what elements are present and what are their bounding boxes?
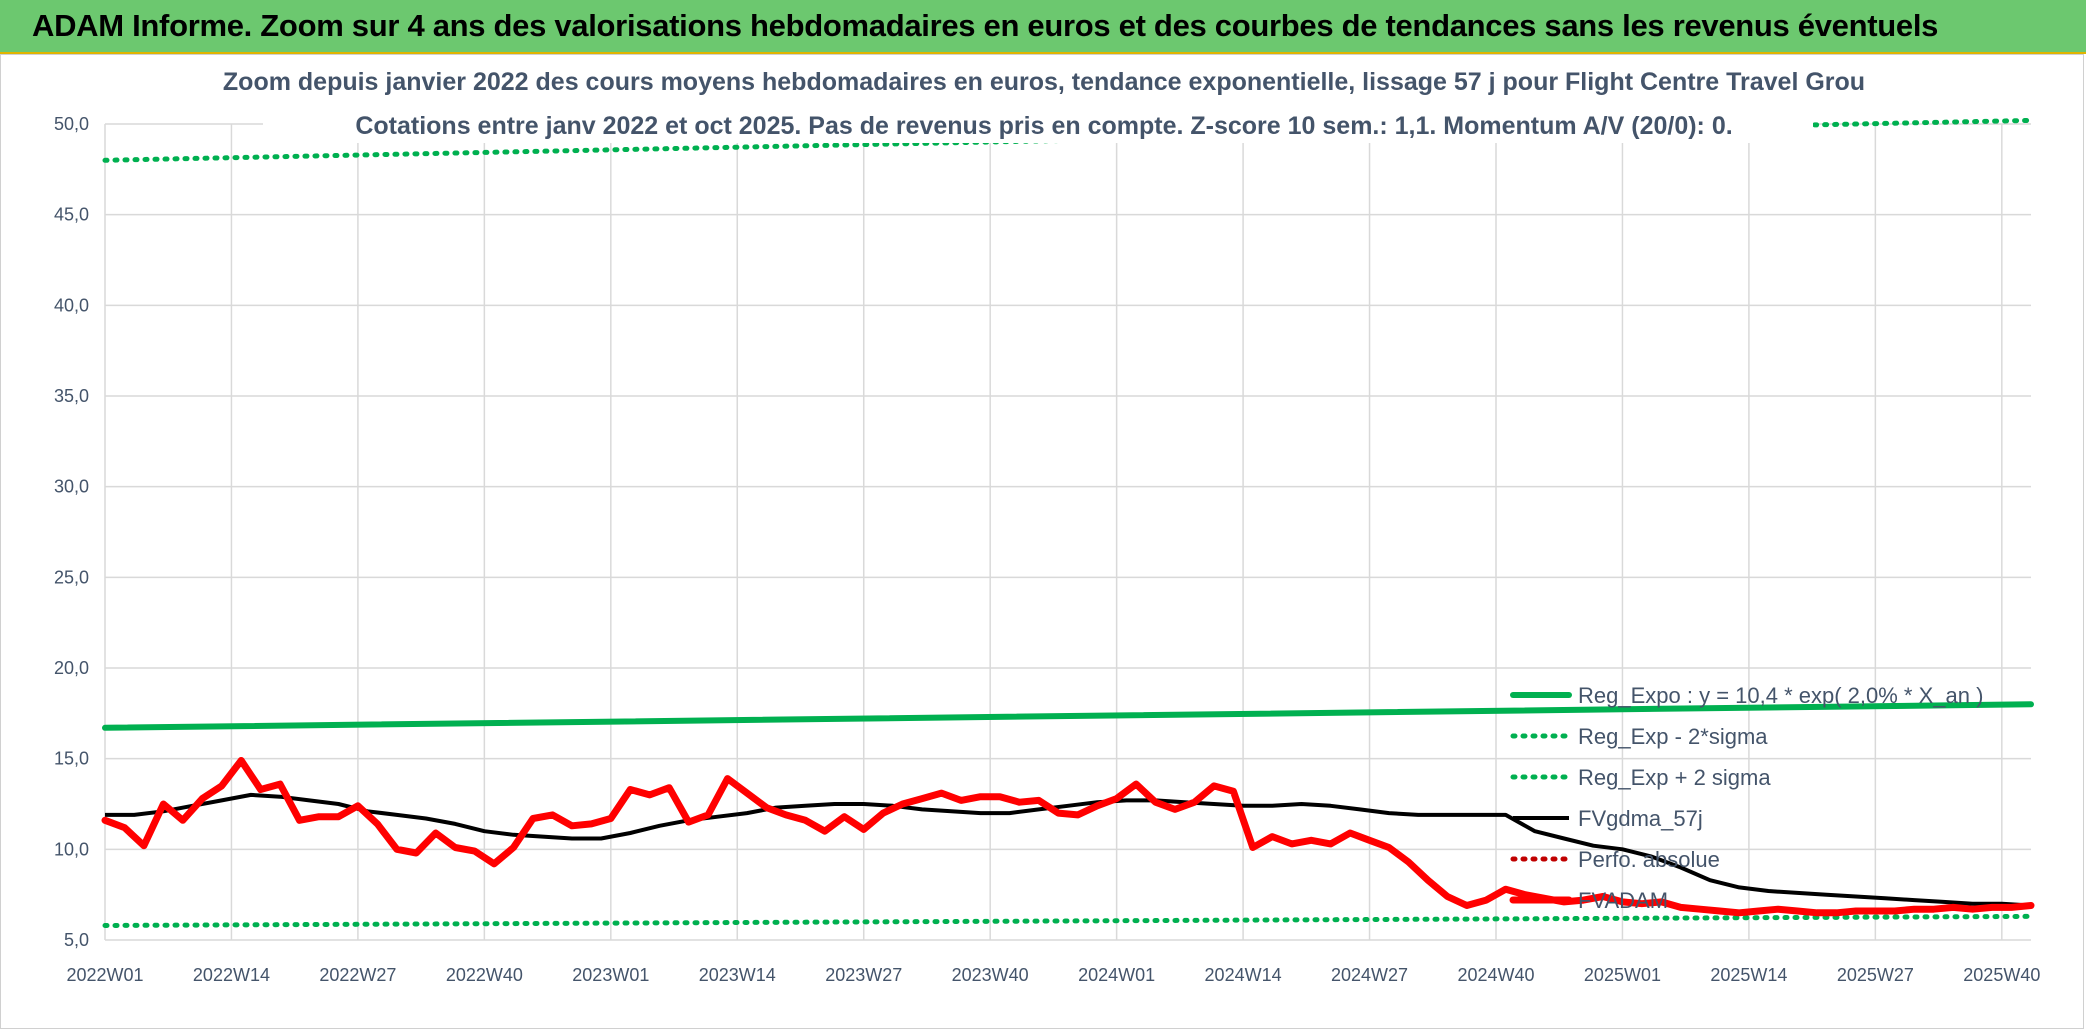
title-backdrop bbox=[263, 59, 1813, 143]
legend: Reg_Expo : y = 10,4 * exp( 2,0% * X_an )… bbox=[1509, 683, 1983, 913]
x-tick-label: 2023W01 bbox=[572, 965, 649, 985]
x-tick-label: 2022W27 bbox=[319, 965, 396, 985]
chart-grid bbox=[104, 123, 2031, 941]
x-tick-label: 2024W40 bbox=[1457, 965, 1534, 985]
y-axis-ticks: 5,0 10,0 15,0 20,0 25,0 30,0 35,0 40,0 45,0 50,0 bbox=[54, 114, 89, 950]
y-tick-label: 50,0 bbox=[54, 114, 89, 134]
series-line-fvadam bbox=[101, 757, 2035, 917]
chart-subtitle: Cotations entre janv 2022 et oct 2025. P… bbox=[355, 112, 1732, 140]
series-line-reg-exp-2-sigma bbox=[102, 913, 2034, 928]
y-tick-label: 35,0 bbox=[54, 386, 89, 406]
y-tick-label: 30,0 bbox=[54, 477, 89, 497]
x-tick-label: 2025W40 bbox=[1963, 965, 2040, 985]
x-tick-label: 2024W01 bbox=[1078, 965, 1155, 985]
y-tick-label: 25,0 bbox=[54, 567, 89, 587]
y-tick-label: 15,0 bbox=[54, 749, 89, 769]
legend-label-fvadam: FVADAM bbox=[1578, 888, 1668, 913]
y-tick-label: 45,0 bbox=[54, 205, 89, 225]
x-axis-ticks: 2022W01 2022W14 2022W27 2022W40 2023W01 2023W… bbox=[66, 965, 2040, 985]
y-tick-label: 40,0 bbox=[54, 295, 89, 315]
x-tick-label: 2022W14 bbox=[193, 965, 270, 985]
chart-series bbox=[101, 117, 2035, 928]
x-tick-label: 2022W01 bbox=[66, 965, 143, 985]
banner: ADAM Informe. Zoom sur 4 ans des valoris… bbox=[0, 0, 2086, 54]
series-line-fvgdma-57j bbox=[105, 792, 2032, 908]
x-tick-label: 2025W27 bbox=[1837, 965, 1914, 985]
legend-label-reg-exp-2-sigma: Reg_Exp + 2 sigma bbox=[1578, 765, 1771, 790]
x-tick-label: 2023W27 bbox=[825, 965, 902, 985]
chart: 5,010,015,020,025,030,035,040,045,050,0 … bbox=[54, 59, 2040, 985]
y-tick-label: 10,0 bbox=[54, 839, 89, 859]
x-tick-label: 2025W01 bbox=[1584, 965, 1661, 985]
series-line-reg-expo-y-10-4-exp-2-0-x-an bbox=[102, 701, 2034, 731]
x-tick-label: 2025W14 bbox=[1710, 965, 1787, 985]
chart-titles: Zoom depuis janvier 2022 des cours moyen… bbox=[223, 59, 1865, 143]
legend-label-fvgdma-57j: FVgdma_57j bbox=[1578, 806, 1703, 831]
x-tick-label: 2023W14 bbox=[699, 965, 776, 985]
legend-label-perfo-absolue: Perfo. absolue bbox=[1578, 847, 1720, 872]
y-tick-label: 20,0 bbox=[54, 658, 89, 678]
legend-label-reg-expo-y-10-4-exp-2-0-x-an: Reg_Expo : y = 10,4 * exp( 2,0% * X_an ) bbox=[1578, 683, 1983, 708]
x-tick-label: 2024W27 bbox=[1331, 965, 1408, 985]
chart-frame: 5,0 10,0 15,0 20,0 25,0 30,0 35,0 40,0 45,0 50,0 … bbox=[0, 54, 2084, 1029]
x-tick-label: 2024W14 bbox=[1205, 965, 1282, 985]
x-tick-label: 2023W40 bbox=[952, 965, 1029, 985]
banner-title: ADAM Informe. Zoom sur 4 ans des valoris… bbox=[32, 8, 1939, 43]
y-tick-label: 5,0 bbox=[64, 930, 89, 950]
x-tick-label: 2022W40 bbox=[446, 965, 523, 985]
chart-title: Zoom depuis janvier 2022 des cours moyen… bbox=[223, 68, 1865, 96]
legend-label-reg-exp-2-sigma: Reg_Exp - 2*sigma bbox=[1578, 724, 1768, 749]
